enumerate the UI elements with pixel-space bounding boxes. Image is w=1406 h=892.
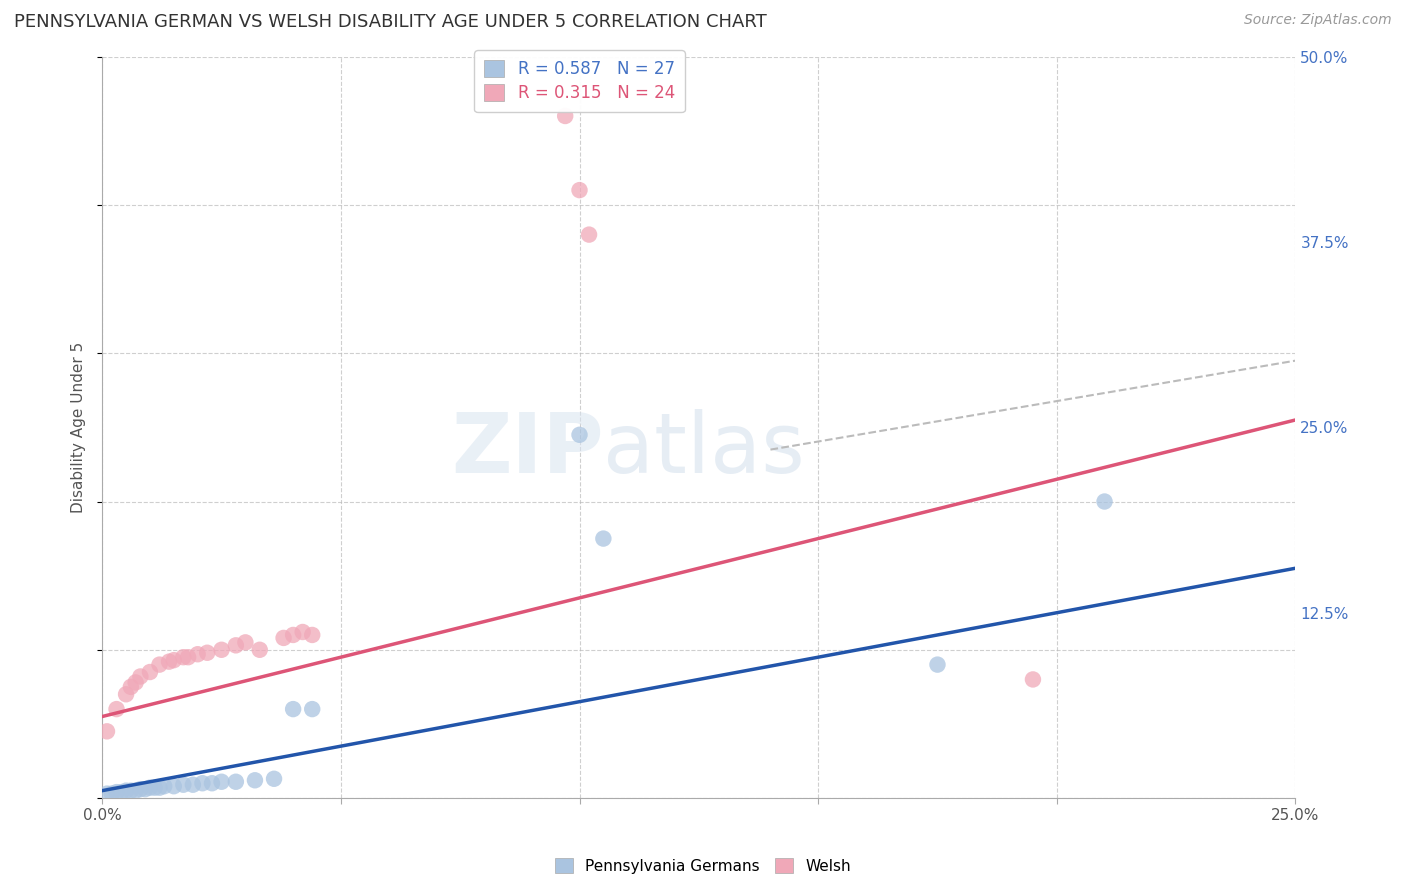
Point [927,657,949,672]
Legend: Pennsylvania Germans, Welsh: Pennsylvania Germans, Welsh [548,852,858,880]
Point [249,642,271,657]
Point [134,782,156,797]
Point [163,653,186,667]
Point [201,776,224,790]
Point [1094,494,1116,508]
Point [96,724,118,739]
Y-axis label: Disability Age Under 5: Disability Age Under 5 [72,342,86,513]
Point [225,638,247,652]
Point [273,631,295,645]
Point [225,774,247,789]
Point [568,183,591,197]
Point [148,780,170,795]
Text: ZIP: ZIP [451,409,603,490]
Point [243,773,266,788]
Point [129,782,152,797]
Point [139,780,162,795]
Point [96,787,118,801]
Point [568,427,591,442]
Point [115,783,138,797]
Point [191,776,214,790]
Point [105,785,128,799]
Point [211,774,233,789]
Point [124,783,146,797]
Point [163,779,186,793]
Point [172,650,194,665]
Point [177,650,200,665]
Point [301,702,323,716]
Point [1022,673,1045,687]
Point [195,646,218,660]
Point [143,780,166,795]
Point [148,657,170,672]
Text: Source: ZipAtlas.com: Source: ZipAtlas.com [1244,13,1392,28]
Point [281,628,304,642]
Point [578,227,600,242]
Point [592,532,614,546]
Point [124,675,146,690]
Point [120,783,142,797]
Point [263,772,285,786]
Point [100,787,122,801]
Point [105,702,128,716]
Point [153,779,176,793]
Point [120,680,142,694]
Point [110,785,132,799]
Point [211,642,233,657]
Text: PENNSYLVANIA GERMAN VS WELSH DISABILITY AGE UNDER 5 CORRELATION CHART: PENNSYLVANIA GERMAN VS WELSH DISABILITY … [14,13,766,31]
Point [187,647,209,661]
Point [139,665,162,679]
Point [115,687,138,701]
Point [301,628,323,642]
Point [281,702,304,716]
Point [235,635,257,649]
Legend: R = 0.587   N = 27, R = 0.315   N = 24: R = 0.587 N = 27, R = 0.315 N = 24 [474,50,685,112]
Point [129,669,152,683]
Point [554,109,576,123]
Point [172,778,194,792]
Text: atlas: atlas [603,409,806,490]
Point [157,655,180,669]
Point [291,625,314,640]
Point [181,778,204,792]
